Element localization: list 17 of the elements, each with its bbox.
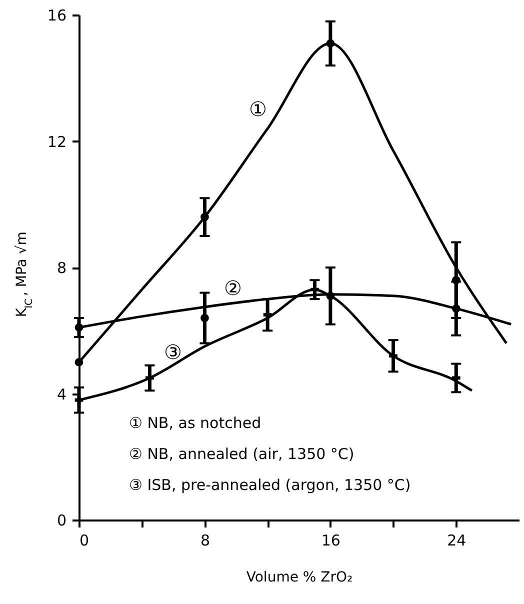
annotation: ① NB, as notched bbox=[129, 414, 262, 432]
annotation: ① bbox=[249, 97, 267, 121]
annotation: ③ ISB, pre-annealed (argon, 1350 °C) bbox=[129, 476, 411, 494]
y-tick-label: 0 bbox=[56, 512, 66, 530]
y-tick-label: 4 bbox=[56, 385, 66, 404]
x-tick-label: 0 bbox=[80, 532, 90, 550]
x-tick-label: 24 bbox=[447, 532, 466, 550]
y-tick-label: 8 bbox=[56, 259, 66, 277]
x-tick-label: 16 bbox=[321, 532, 340, 550]
y-axis-title: KIC , MPa √m bbox=[14, 232, 35, 318]
x-axis-title: Volume % ZrO₂ bbox=[246, 570, 353, 586]
y-tick-label: 16 bbox=[47, 6, 66, 24]
y-tick-label: 12 bbox=[47, 132, 66, 151]
annotation: ② bbox=[224, 276, 242, 300]
annotation: ③ bbox=[164, 340, 182, 364]
annotation: ② NB, annealed (air, 1350 °C) bbox=[129, 445, 354, 463]
x-tick-label: 8 bbox=[200, 532, 210, 550]
